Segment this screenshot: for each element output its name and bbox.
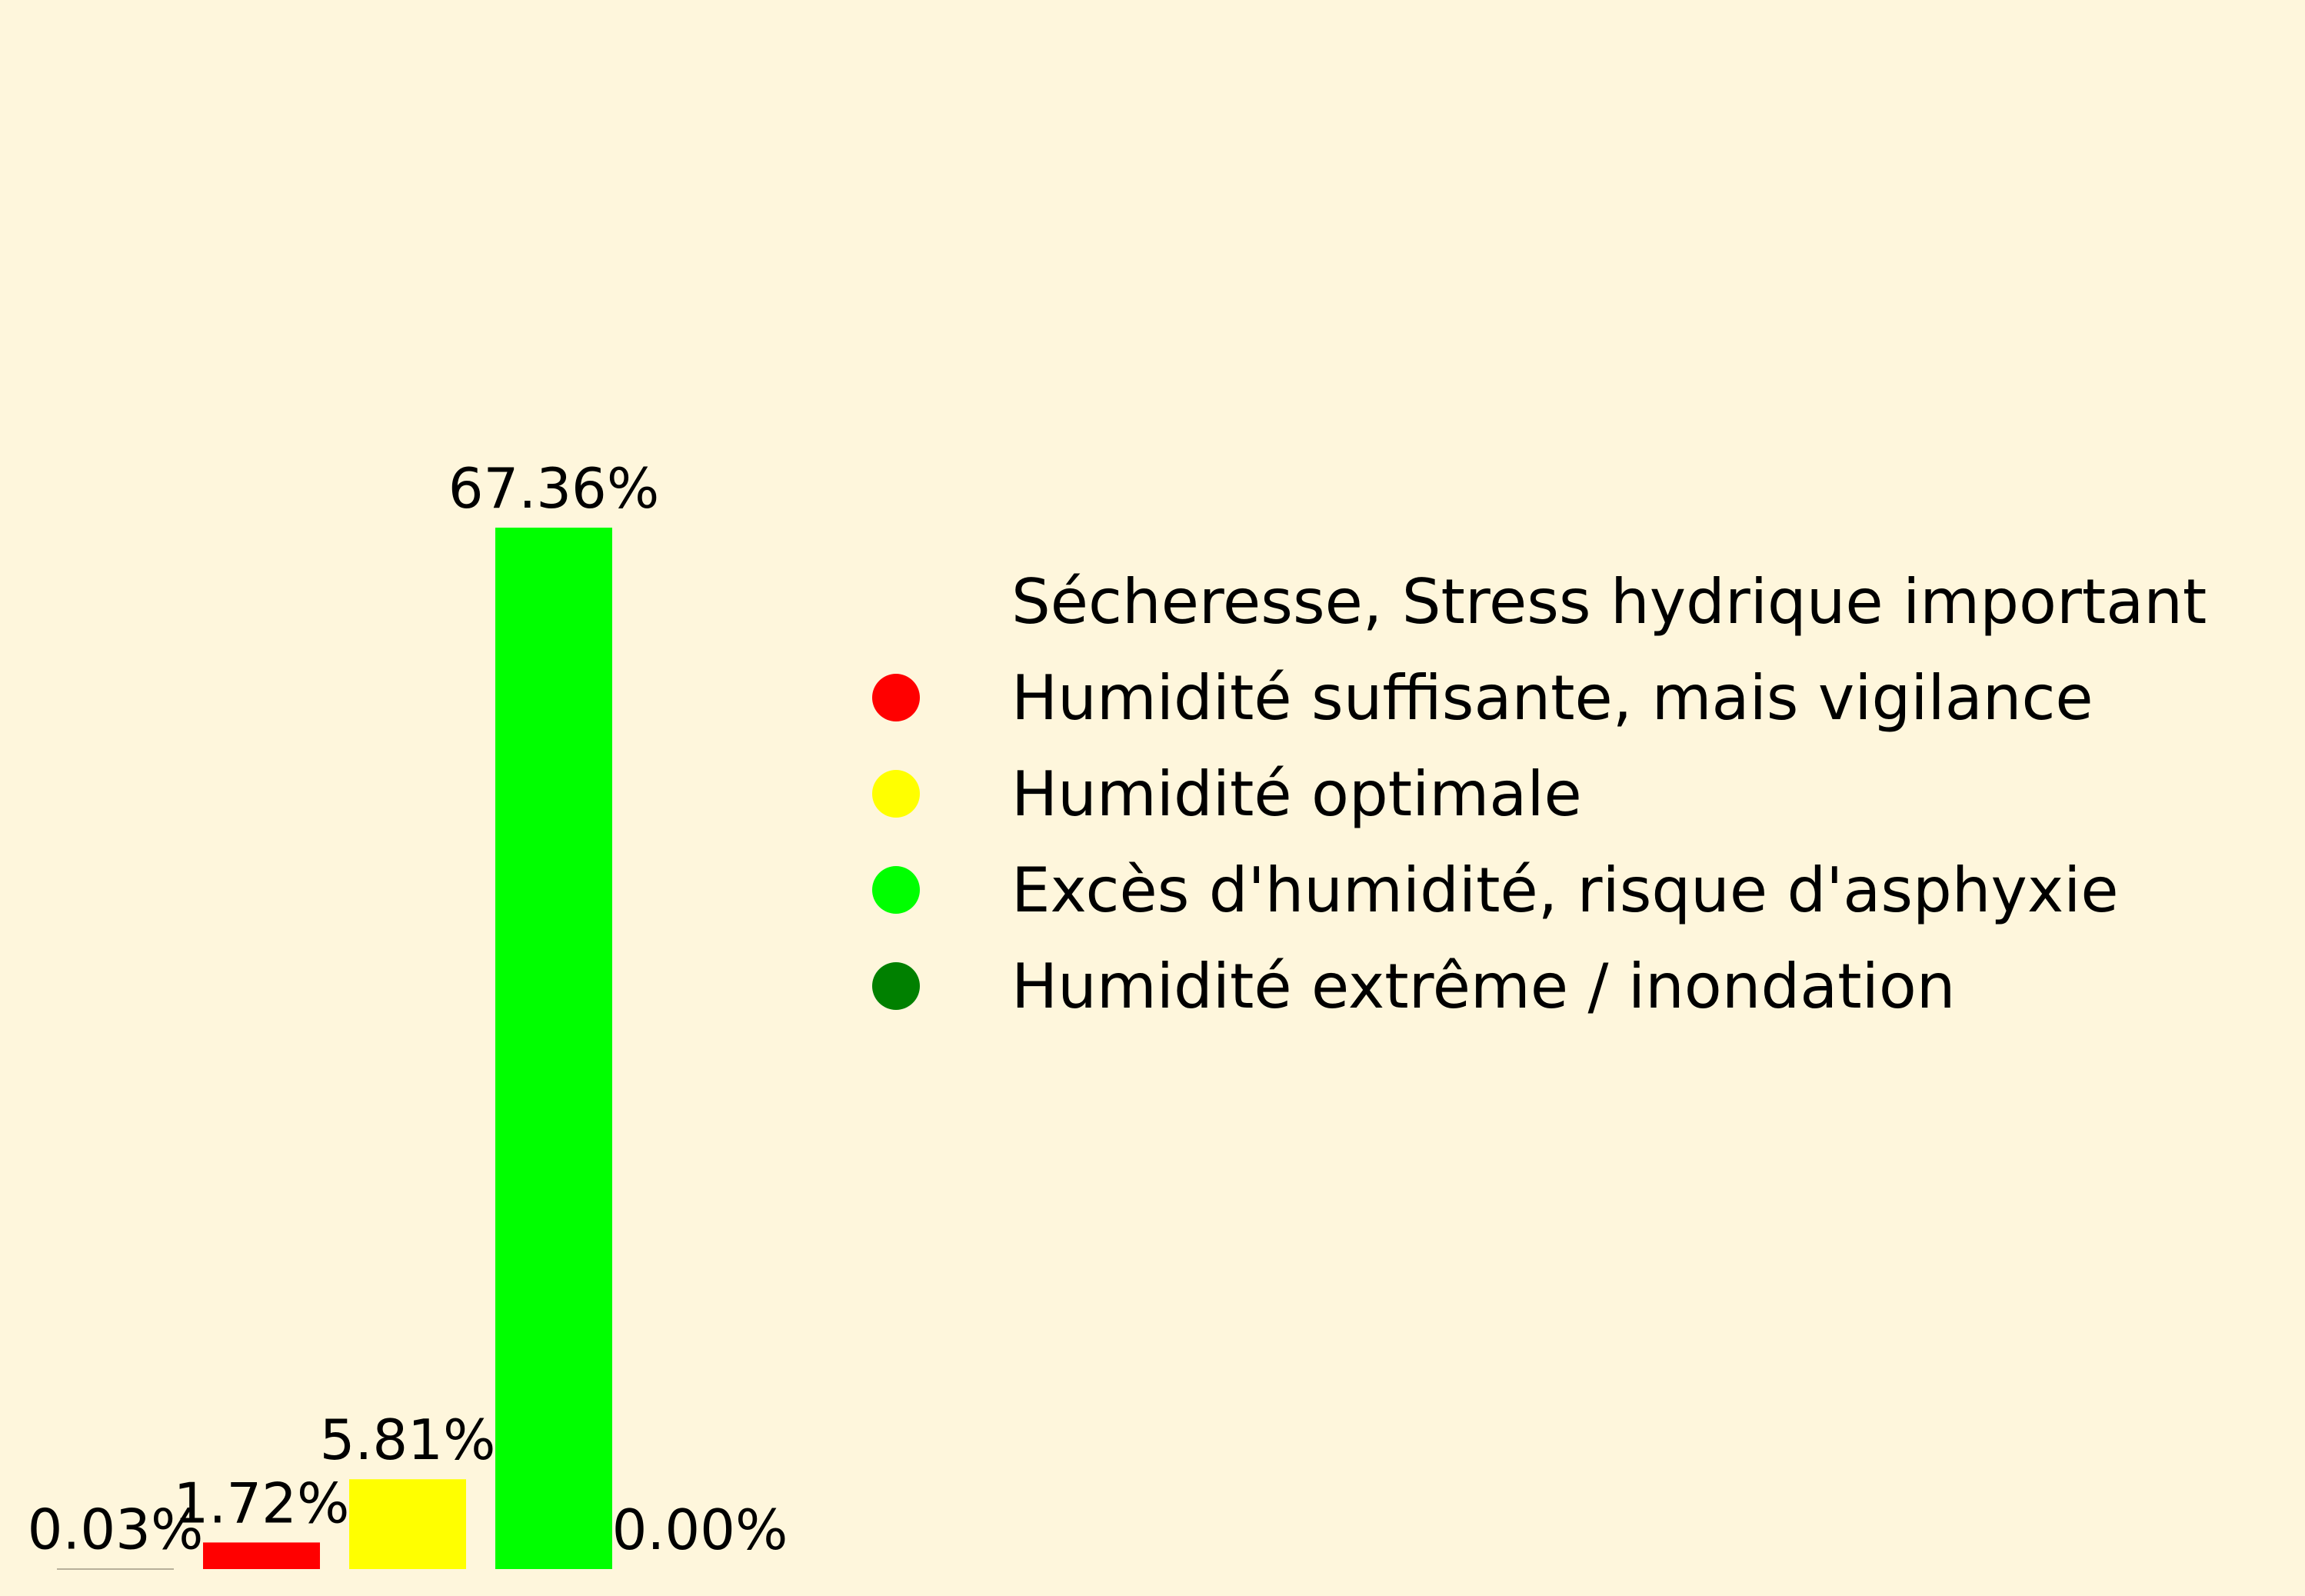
legend-label-1: Humidité suffisante, mais vigilance (1011, 662, 2093, 734)
legend-label-4: Humidité extrême / inondation (1011, 951, 1956, 1022)
bars-layer (57, 528, 612, 1570)
data-labels-layer: 0.03%1.72%5.81% 67.36% 0.00% (28, 456, 788, 1562)
data-label-4: 0.00% (612, 1498, 788, 1562)
data-label-2: 5.81% (320, 1408, 496, 1472)
legend-marker-3 (872, 866, 920, 914)
data-label-3: 67.36% (448, 456, 660, 521)
data-label-1: 1.72% (174, 1471, 350, 1535)
legend-marker-1 (872, 674, 920, 721)
bar-1 (203, 1542, 320, 1569)
legend: Sécheresse, Stress hydrique important Hum… (872, 566, 2207, 1022)
legend-label-2: Humidité optimale (1011, 758, 1582, 830)
legend-label-3: Excès d'humidité, risque d'asphyxie (1011, 855, 2119, 926)
bar-3 (495, 528, 612, 1569)
legend-marker-2 (872, 770, 920, 818)
legend-marker-0 (872, 578, 920, 625)
legend-marker-4 (872, 962, 920, 1010)
bar-2 (349, 1479, 466, 1569)
data-label-0: 0.03% (28, 1497, 204, 1561)
legend-label-0: Sécheresse, Stress hydrique important (1011, 566, 2207, 638)
